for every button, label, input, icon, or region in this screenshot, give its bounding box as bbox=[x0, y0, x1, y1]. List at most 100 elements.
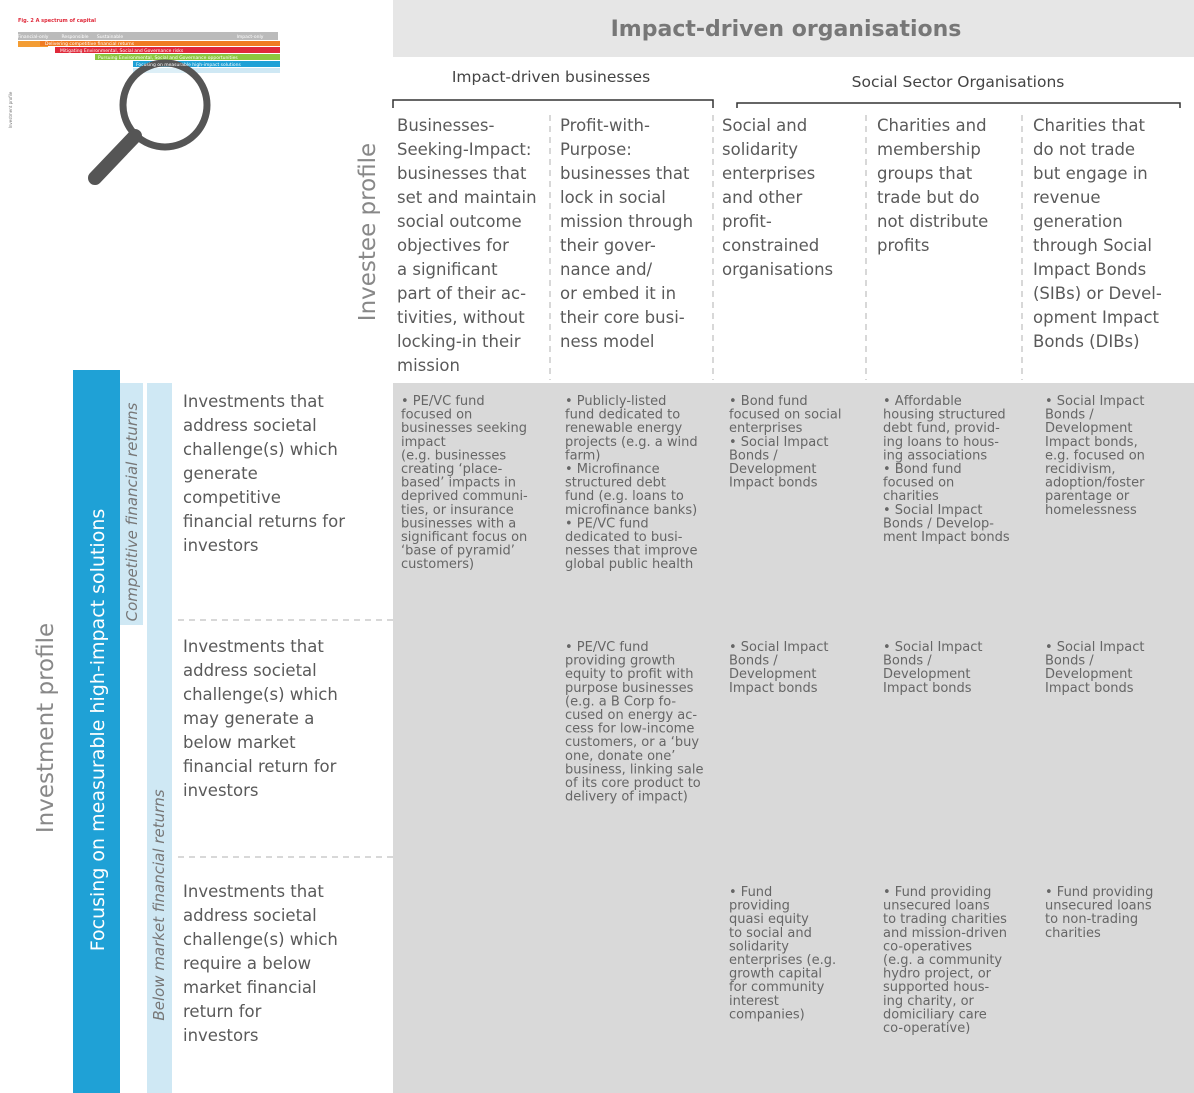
cell-text: growth capital bbox=[729, 967, 822, 982]
focus-label: Focusing on measurable high-impact solut… bbox=[87, 509, 109, 952]
thumb-band-label: Mitigating Environmental, Social and Gov… bbox=[60, 48, 184, 54]
column-header: set and maintain bbox=[397, 188, 537, 207]
row-label: competitive bbox=[183, 488, 281, 507]
cell-text: ing charity, or bbox=[883, 994, 975, 1009]
column-header: but engage in bbox=[1033, 164, 1148, 183]
cell-text: Development bbox=[1045, 667, 1133, 682]
investee-label: Investee profile bbox=[355, 143, 381, 321]
row-label: return for bbox=[183, 1002, 262, 1021]
cell-text: supported hous- bbox=[883, 980, 989, 995]
column-header: revenue bbox=[1033, 188, 1101, 207]
column-header: their core busi- bbox=[560, 308, 685, 327]
thumb-band bbox=[95, 54, 280, 60]
cell-text: • Fund providing bbox=[1045, 885, 1153, 900]
thumb-band bbox=[18, 32, 278, 40]
separators bbox=[178, 115, 1023, 858]
row-label: address societal bbox=[183, 906, 317, 925]
cell-text: • Social Impact bbox=[883, 640, 982, 655]
cell-text: housing structured bbox=[883, 408, 1006, 423]
column-header: not distribute bbox=[877, 212, 988, 231]
column-header: their gover- bbox=[560, 236, 656, 255]
thumb-column: Financial-only bbox=[18, 34, 49, 40]
cell-text: ing associations bbox=[883, 448, 987, 463]
cell-text: Impact bonds, bbox=[1045, 435, 1138, 450]
column-header: a significant bbox=[397, 260, 498, 279]
cell-text: projects (e.g. a wind bbox=[565, 435, 698, 450]
column-header: membership bbox=[877, 140, 981, 159]
row-label: market financial bbox=[183, 978, 317, 997]
cell-text: Development bbox=[1045, 421, 1133, 436]
cell-text: recidivism, bbox=[1045, 462, 1116, 477]
column-header: businesses that bbox=[560, 164, 690, 183]
thumb-band bbox=[40, 41, 280, 46]
row-label: financial return for bbox=[183, 757, 337, 776]
cell-text: Development bbox=[729, 667, 817, 682]
competitive-label: Competitive financial returns bbox=[123, 402, 141, 621]
cell-text: providing bbox=[729, 899, 790, 914]
cell-text: providing growth bbox=[565, 654, 675, 669]
cell-text: (e.g. a community bbox=[883, 953, 1002, 968]
cell-text: focused on social bbox=[729, 408, 841, 423]
cell-text: • Affordable bbox=[883, 394, 962, 409]
cell-text: ing loans to hous- bbox=[883, 435, 999, 450]
cell-text: focused on bbox=[401, 408, 472, 423]
cell-text: fund dedicated to bbox=[565, 408, 680, 423]
column-header: ness model bbox=[560, 332, 654, 351]
row-label: address societal bbox=[183, 661, 317, 680]
row-label: investors bbox=[183, 781, 259, 800]
cell-text: adoption/foster bbox=[1045, 476, 1145, 491]
cell-text: • Fund bbox=[729, 885, 772, 900]
row-label: address societal bbox=[183, 416, 317, 435]
row-label: Investments that bbox=[183, 392, 324, 411]
cell-text: to non-trading bbox=[1045, 912, 1138, 927]
cell-text: homelessness bbox=[1045, 503, 1137, 518]
below-label: Below market financial returns bbox=[150, 789, 168, 1020]
cell-text: Impact bonds bbox=[729, 681, 818, 696]
cell-text: • Fund providing bbox=[883, 885, 991, 900]
below-bar bbox=[147, 383, 172, 1093]
column-header: profits bbox=[877, 236, 929, 255]
cell-text: one, donate one’ bbox=[565, 749, 675, 764]
cell-text: customers, or a ‘buy bbox=[565, 735, 699, 750]
group-label: Social Sector Organisations bbox=[852, 73, 1065, 91]
cell-text: • Social Impact bbox=[1045, 394, 1144, 409]
cell-text: solidarity bbox=[729, 939, 789, 954]
cell-text: companies) bbox=[729, 1007, 805, 1022]
cell-text: creating ‘place- bbox=[401, 462, 503, 477]
cell-text: renewable energy bbox=[565, 421, 682, 436]
cell-text: global public health bbox=[565, 557, 693, 572]
cell-text: nesses that improve bbox=[565, 544, 697, 559]
row-label: financial returns for bbox=[183, 512, 345, 531]
body-area bbox=[393, 383, 1194, 1093]
cell-text: ment Impact bonds bbox=[883, 530, 1010, 545]
cell-text: significant focus on bbox=[401, 530, 527, 545]
cell-text: • Social Impact bbox=[1045, 640, 1144, 655]
column-header: enterprises bbox=[722, 164, 815, 183]
cell-text: • PE/VC fund bbox=[565, 516, 649, 531]
cell-text: enterprises (e.g. bbox=[729, 953, 836, 968]
cell-text: Bonds / Develop- bbox=[883, 516, 994, 531]
cell-text: and mission-driven bbox=[883, 926, 1007, 941]
row-label: may generate a bbox=[183, 709, 314, 728]
cell-text: unsecured loans bbox=[1045, 899, 1152, 914]
cell-text: microfinance banks) bbox=[565, 503, 697, 518]
thumb-band-label: Delivering competitive financial returns bbox=[45, 41, 135, 47]
column-header: profit- bbox=[722, 212, 772, 231]
cell-text: ties, or insurance bbox=[401, 503, 514, 518]
column-header: and other bbox=[722, 188, 802, 207]
investment-label: Investment profile bbox=[33, 623, 59, 833]
cell-text: focused on bbox=[883, 476, 954, 491]
cell-text: parentage or bbox=[1045, 489, 1130, 504]
row-label: challenge(s) which bbox=[183, 440, 338, 459]
column-header: groups that bbox=[877, 164, 973, 183]
column-header: Businesses- bbox=[397, 116, 495, 135]
cell-text: • Publicly-listed bbox=[565, 394, 666, 409]
cell-text: unsecured loans bbox=[883, 899, 990, 914]
column-header: Seeking-Impact: bbox=[397, 140, 531, 159]
cell-text: • Bond fund bbox=[729, 394, 808, 409]
column-header: locking-in their bbox=[397, 332, 521, 351]
cell-text: businesses with a bbox=[401, 516, 516, 531]
column-header: Purpose: bbox=[560, 140, 632, 159]
row-label: Investments that bbox=[183, 882, 324, 901]
